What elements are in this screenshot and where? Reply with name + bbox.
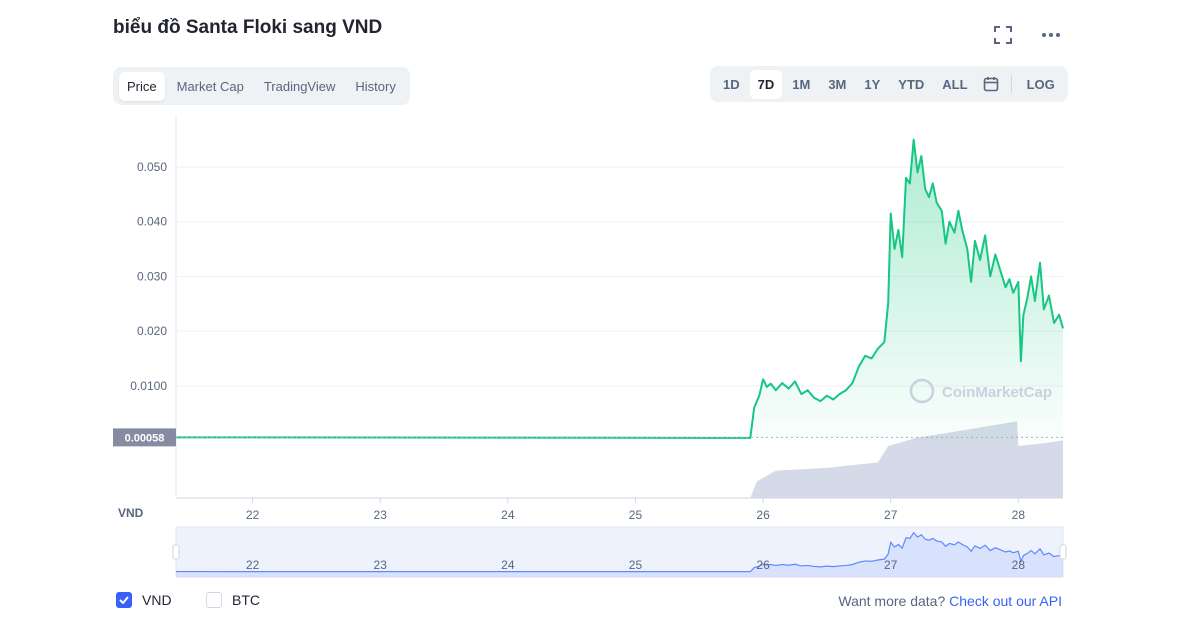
api-link[interactable]: Check out our API	[949, 593, 1062, 609]
range-1d[interactable]: 1D	[723, 76, 740, 92]
time-range-selector: 1D 7D 1M 3M 1Y YTD ALL LOG	[710, 66, 1068, 102]
navigator-line	[175, 531, 1064, 573]
page-title: biểu đồ Santa Floki sang VND	[113, 17, 383, 38]
tab-history[interactable]: History	[355, 78, 396, 94]
navigator-tick-label: 24	[501, 558, 515, 572]
x-tick-label: 27	[884, 508, 898, 522]
current-price-box	[113, 428, 176, 447]
legend-vnd[interactable]: VND	[116, 592, 172, 608]
navigator-tick-label: 28	[1012, 558, 1026, 572]
range-3m[interactable]: 3M	[828, 76, 847, 92]
fullscreen-icon[interactable]	[990, 22, 1016, 48]
x-tick-label: 23	[374, 508, 388, 522]
btc-checkbox[interactable]	[206, 592, 222, 608]
y-tick-label: 0.030	[137, 269, 167, 283]
x-tick-label: 26	[756, 508, 770, 522]
currency-label: VND	[118, 506, 144, 520]
watermark-text: CoinMarketCap	[942, 384, 1052, 401]
navigator-handle[interactable]	[1059, 544, 1067, 560]
range-all[interactable]: ALL	[942, 76, 968, 92]
y-tick-label: 0.050	[137, 160, 167, 174]
api-promo: Want more data? Check out our API	[838, 593, 1062, 609]
navigator-tick-label: 25	[629, 558, 643, 572]
legend-label-btc: BTC	[232, 592, 260, 608]
x-tick-label: 22	[246, 508, 260, 522]
navigator-tick-label: 27	[884, 558, 898, 572]
price-line	[175, 138, 1064, 439]
navigator-tick-label: 26	[756, 558, 770, 572]
legend-btc[interactable]: BTC	[206, 592, 260, 608]
current-price-label: 0.00058	[125, 432, 165, 444]
more-dots-icon[interactable]	[1038, 22, 1064, 48]
log-scale-toggle[interactable]: LOG	[1026, 76, 1055, 92]
chart-type-tabs: Price Market Cap TradingView History	[113, 67, 410, 105]
api-prefix: Want more data?	[838, 593, 946, 609]
price-chart: CoinMarketCap 0.050 0.040 0.030 0.020 0.0100…	[113, 115, 1067, 578]
calendar-icon[interactable]	[977, 71, 1005, 97]
range-7d[interactable]: 7D	[749, 69, 783, 99]
x-tick-label: 28	[1012, 508, 1026, 522]
navigator-handle[interactable]	[172, 544, 180, 560]
tab-market-cap[interactable]: Market Cap	[176, 78, 244, 94]
y-tick-label: 0.0100	[130, 379, 167, 393]
chart-toolbar-icons	[990, 22, 1064, 48]
range-ytd[interactable]: YTD	[898, 76, 925, 92]
range-1m[interactable]: 1M	[792, 76, 811, 92]
vnd-checkbox[interactable]	[116, 592, 132, 608]
watermark: CoinMarketCap	[909, 378, 1052, 404]
navigator-tick-label: 23	[374, 558, 388, 572]
navigator-tick-label: 22	[246, 558, 260, 572]
range-1y[interactable]: 1Y	[864, 76, 881, 92]
tab-price[interactable]: Price	[119, 71, 165, 101]
range-divider	[1010, 75, 1012, 93]
legend-label-vnd: VND	[142, 592, 172, 608]
x-tick-label: 25	[629, 508, 643, 522]
price-area-fill	[750, 139, 1063, 441]
x-tick-label: 24	[501, 508, 515, 522]
y-tick-label: 0.040	[137, 215, 167, 229]
tab-tradingview[interactable]: TradingView	[263, 78, 336, 94]
y-tick-label: 0.020	[137, 324, 167, 338]
